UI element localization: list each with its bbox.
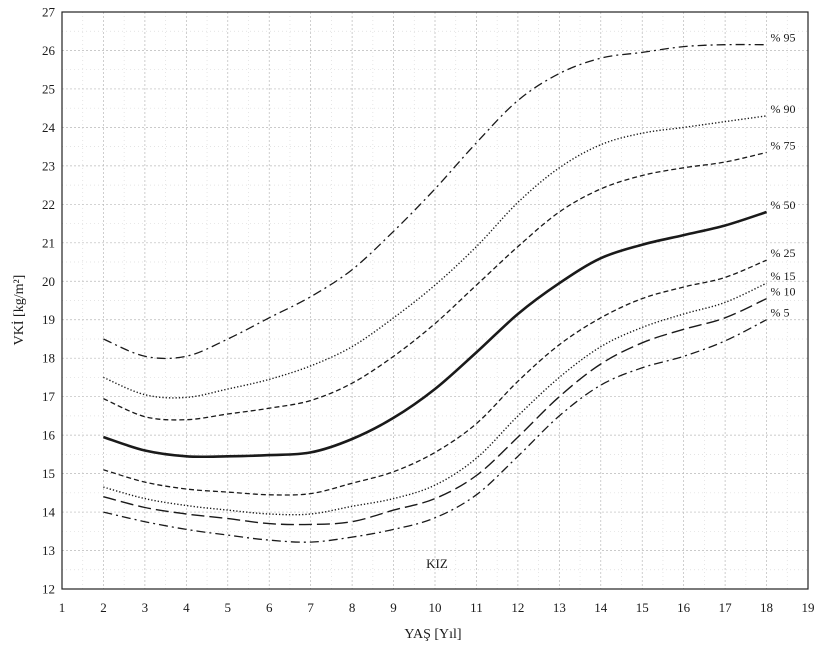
series-line [103, 210, 768, 459]
x-tick-label: 2 [100, 600, 107, 615]
y-tick-label: 23 [42, 158, 55, 173]
percentile-label: % 50 [771, 198, 796, 212]
series-line [103, 319, 767, 543]
chart-annotation: KIZ [426, 556, 448, 571]
y-tick-label: 27 [42, 5, 56, 20]
percentile-curves [103, 43, 768, 543]
series-line [103, 297, 767, 526]
y-tick-label: 14 [42, 505, 56, 520]
y-tick-label: 21 [42, 235, 55, 250]
y-tick-label: 19 [42, 312, 55, 327]
y-tick-label: 15 [42, 466, 55, 481]
percentile-label: % 25 [771, 246, 796, 260]
percentile-label: % 75 [771, 138, 796, 152]
y-tick-label: 24 [42, 120, 56, 135]
y-tick-label: 18 [42, 351, 55, 366]
x-tick-label: 8 [349, 600, 356, 615]
x-tick-label: 17 [719, 600, 733, 615]
percentile-labels: % 95 % 90 % 75 % 50 % 25 % 15 % 10 % 5 [771, 31, 796, 320]
y-tick-label: 12 [42, 582, 55, 597]
x-tick-label: 4 [183, 600, 190, 615]
x-tick-label: 6 [266, 600, 273, 615]
percentile-label: % 10 [771, 285, 796, 299]
x-tick-label: 14 [594, 600, 608, 615]
series-line [103, 115, 767, 399]
percentile-label: % 5 [771, 306, 790, 320]
x-tick-label: 3 [142, 600, 149, 615]
x-tick-label: 19 [802, 600, 815, 615]
series-line [103, 259, 767, 496]
x-tick-label: 10 [429, 600, 442, 615]
series-line [103, 151, 767, 421]
x-tick-label: 5 [225, 600, 232, 615]
x-tick-label: 12 [511, 600, 524, 615]
percentile-label: % 15 [771, 269, 796, 283]
y-tick-label: 16 [42, 428, 56, 443]
y-tick-label: 25 [42, 81, 55, 96]
x-tick-label: 1 [59, 600, 66, 615]
x-tick-label: 9 [390, 600, 397, 615]
x-tick-label: 15 [636, 600, 649, 615]
plot-frame [61, 11, 809, 590]
percentile-label: % 95 [771, 31, 796, 45]
y-tick-label: 20 [42, 274, 55, 289]
y-tick-labels: 12 13 14 15 16 17 18 19 20 21 22 23 24 25 26 27 [42, 5, 56, 597]
y-tick-label: 13 [42, 543, 55, 558]
x-tick-label: 16 [677, 600, 691, 615]
percentile-label: % 90 [771, 102, 796, 116]
y-axis-label: VKİ [kg/m²] [11, 275, 27, 346]
x-tick-labels: 1 2 3 4 5 6 7 8 9 10 11 12 13 14 15 16 17 18 19 [59, 600, 815, 615]
x-tick-label: 11 [470, 600, 483, 615]
y-tick-label: 22 [42, 197, 55, 212]
y-tick-label: 17 [42, 389, 56, 404]
y-tick-label: 26 [42, 43, 56, 58]
x-tick-label: 18 [760, 600, 773, 615]
x-tick-label: 7 [307, 600, 314, 615]
x-axis-label: YAŞ [Yıl] [404, 627, 461, 642]
series-line [103, 282, 767, 516]
x-tick-label: 13 [553, 600, 566, 615]
series-line [103, 43, 767, 360]
